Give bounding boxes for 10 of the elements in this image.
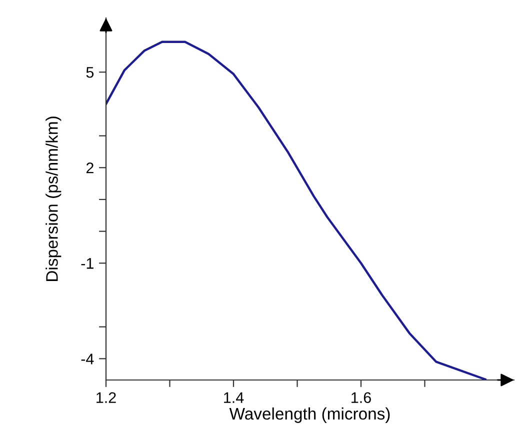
y-tick-label: -4 xyxy=(81,354,94,364)
x-tick-label: 1.2 xyxy=(96,392,116,403)
y-tick-label: -1 xyxy=(81,258,94,269)
x-tick-label: 1.4 xyxy=(224,392,244,403)
y-tick-label: 2 xyxy=(86,162,94,174)
x-tick-label: 1.6 xyxy=(352,392,371,404)
y-tick-label: 5 xyxy=(86,67,94,78)
x-axis-title: Wavelength (microns) xyxy=(229,407,390,423)
y-axis-title: Dispersion (ps/nm/km) xyxy=(46,116,62,281)
line-series xyxy=(106,40,486,380)
